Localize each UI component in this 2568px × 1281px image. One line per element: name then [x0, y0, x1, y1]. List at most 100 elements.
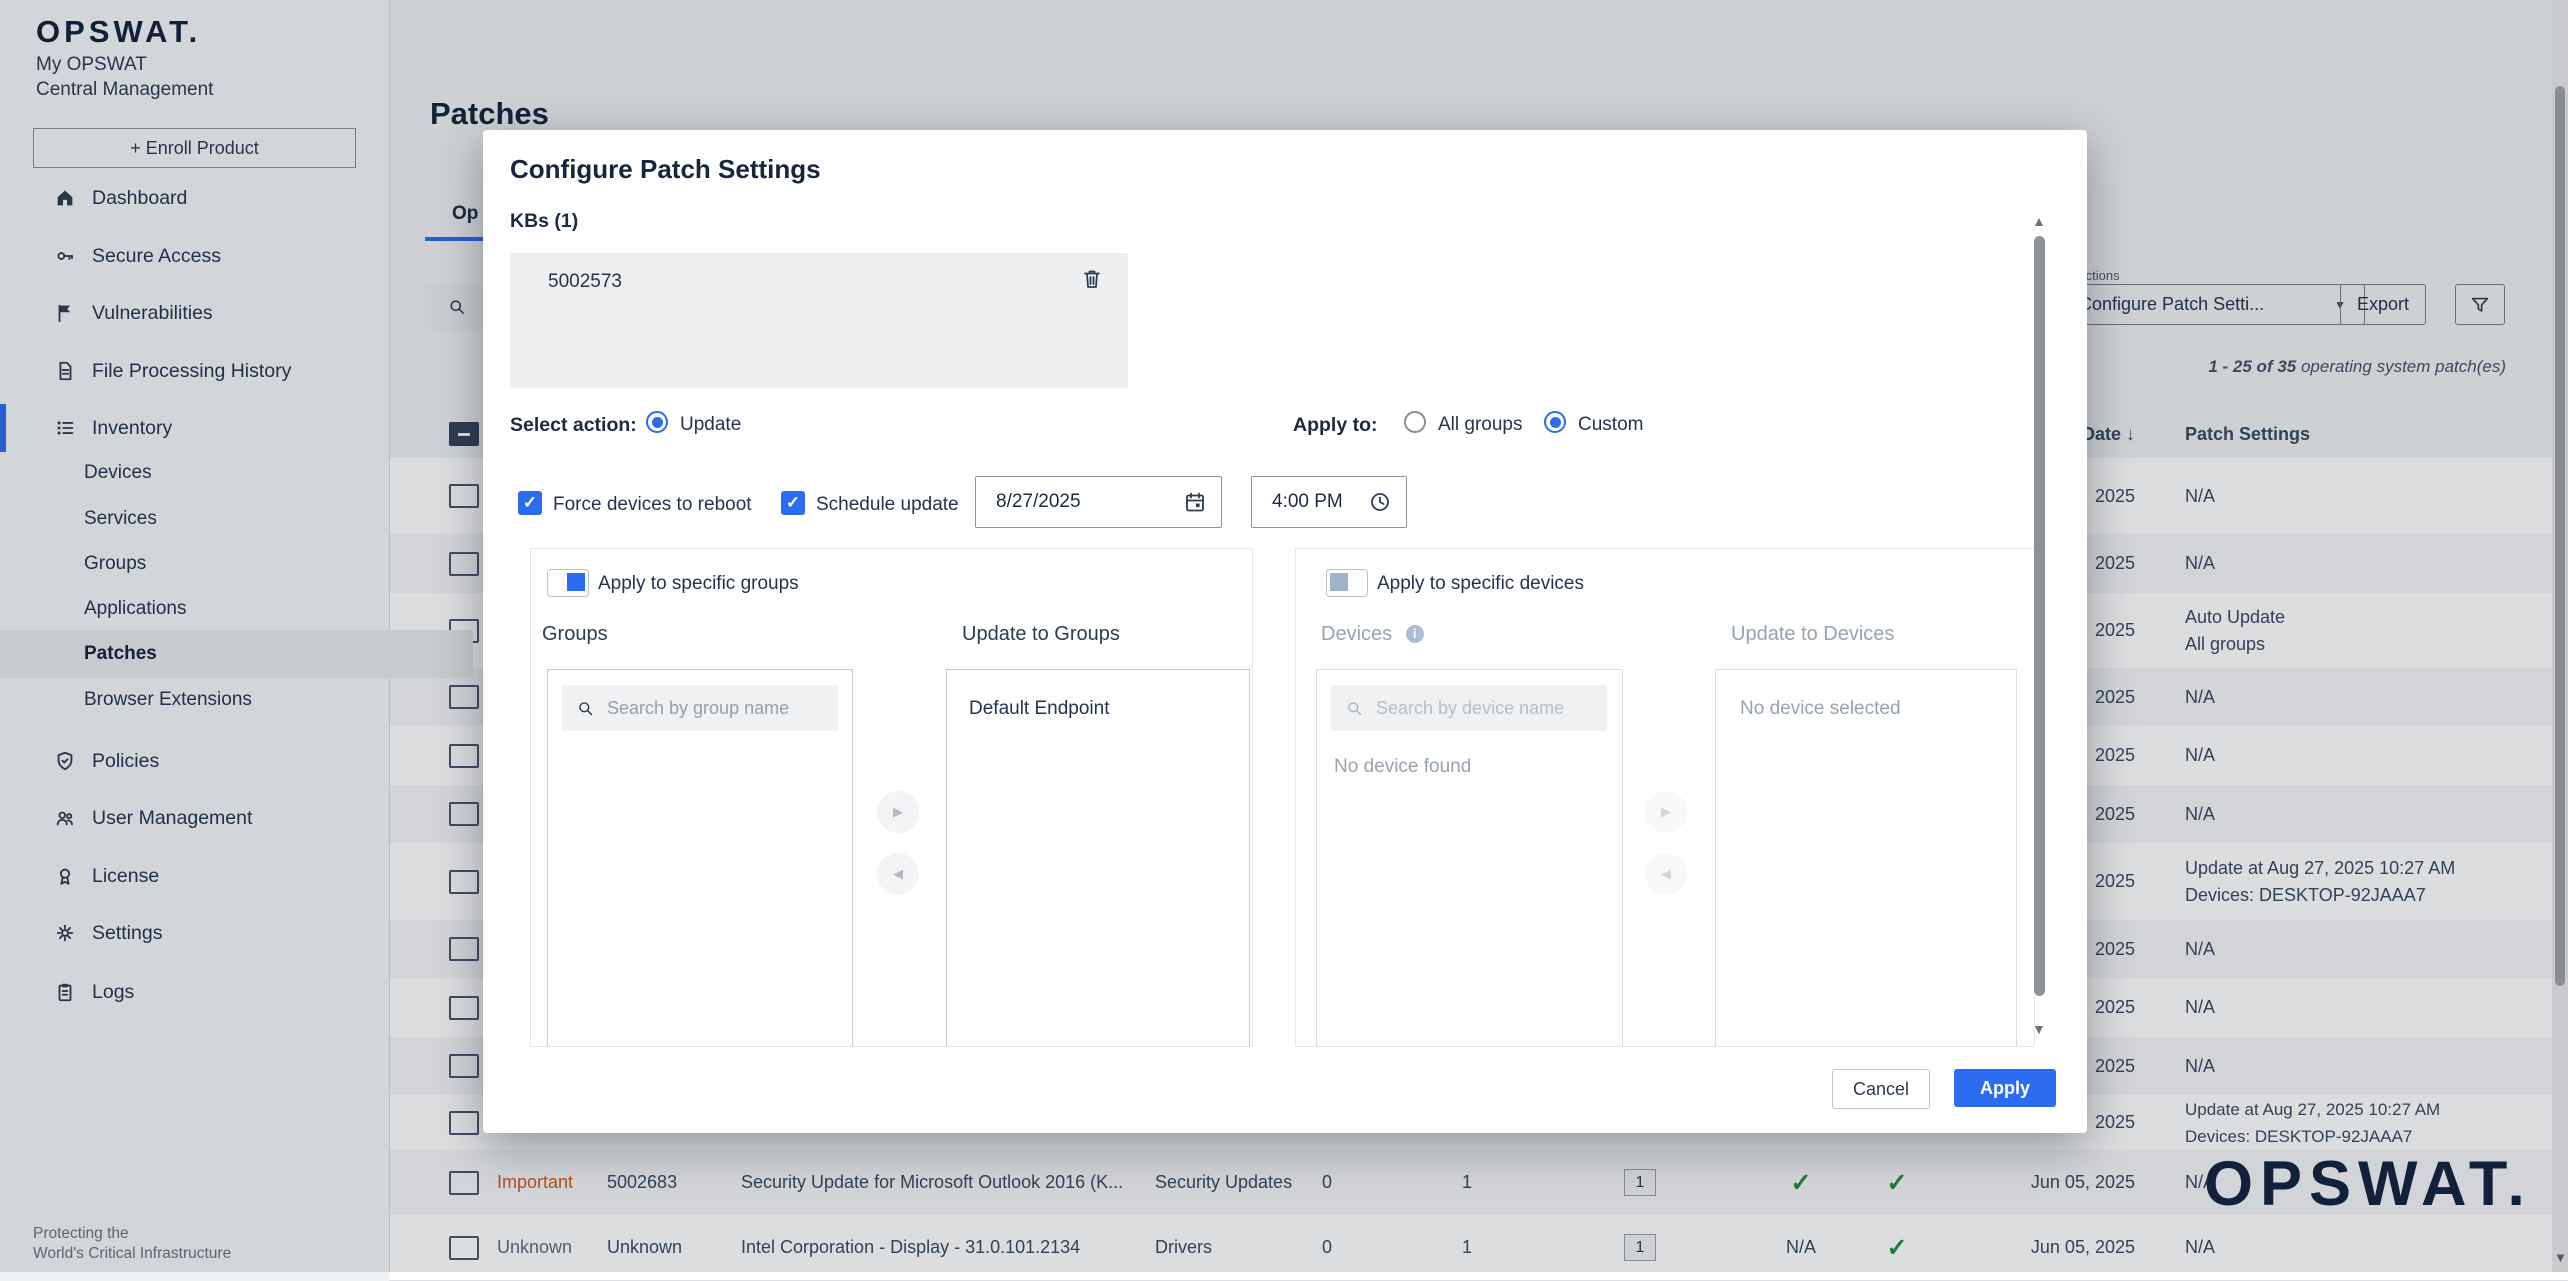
- sidebar-item-patches[interactable]: Patches: [0, 630, 473, 678]
- export-button[interactable]: Export: [2340, 284, 2426, 325]
- license-medal-icon: [59, 868, 71, 885]
- table-row[interactable]: Important 5002683 Security Update for Mi…: [389, 1150, 2568, 1216]
- clipboard-icon: [58, 983, 72, 1002]
- check-icon: ✓: [1886, 1168, 1908, 1197]
- tab-operating-system-patches[interactable]: Op: [452, 203, 479, 224]
- row-checkbox[interactable]: [449, 937, 479, 961]
- sidebar-item-devices[interactable]: Devices: [84, 462, 152, 483]
- sort-descending-icon: ↓: [2126, 423, 2135, 444]
- apply-specific-devices-label: Apply to specific devices: [1377, 573, 1584, 594]
- results-caption: 1 - 25 of 35 operating system patch(es): [2208, 357, 2506, 376]
- row-checkbox[interactable]: [449, 995, 479, 1020]
- check-icon: ✓: [1886, 1233, 1908, 1262]
- column-header-date[interactable]: Date ↓: [2081, 423, 2135, 444]
- row-checkbox[interactable]: [449, 743, 479, 768]
- sidebar-item-applications[interactable]: Applications: [84, 598, 187, 619]
- schedule-date-input[interactable]: 8/27/2025: [975, 476, 1222, 528]
- page-title: Patches: [430, 96, 549, 131]
- sidebar-item-logs[interactable]: Logs: [0, 968, 389, 1016]
- apply-button[interactable]: Apply: [1954, 1069, 2056, 1107]
- count-badge: 1: [1624, 1169, 1656, 1196]
- sidebar-item-secure-access[interactable]: Secure Access: [0, 232, 389, 280]
- groups-section: Apply to specific groups Groups Update t…: [530, 548, 1253, 1047]
- row-checkbox[interactable]: [449, 1170, 479, 1195]
- footer-tagline-line2: World's Critical Infrastructure: [33, 1245, 232, 1262]
- table-row[interactable]: Unknown Unknown Intel Corporation - Disp…: [389, 1215, 2568, 1281]
- move-group-right-button[interactable]: ▶: [877, 791, 919, 833]
- move-group-left-button[interactable]: ◀: [877, 853, 919, 895]
- row-checkbox[interactable]: [449, 1235, 479, 1260]
- force-reboot-checkbox[interactable]: ✓: [518, 491, 542, 515]
- move-device-right-button[interactable]: ▶: [1645, 791, 1687, 833]
- row-checkbox[interactable]: [449, 802, 479, 826]
- selected-group-item[interactable]: Default Endpoint: [969, 698, 1110, 719]
- radio-all-groups[interactable]: [1404, 411, 1426, 433]
- kb-value: 5002683: [607, 1172, 678, 1192]
- sidebar-item-file-processing-history[interactable]: File Processing History: [0, 347, 389, 395]
- modal-scroll-up-arrow[interactable]: ▲: [2032, 213, 2046, 229]
- filter-button[interactable]: [2455, 284, 2505, 325]
- configure-patch-settings-dialog: Configure Patch Settings KBs (1) 5002573…: [483, 130, 2087, 1133]
- select-all-checkbox[interactable]: [449, 422, 479, 446]
- devices-list-title: Devices i: [1321, 623, 1424, 646]
- move-device-left-button[interactable]: ◀: [1645, 853, 1687, 895]
- sidebar-item-dashboard[interactable]: Dashboard: [0, 174, 389, 222]
- sidebar-item-browser-extensions[interactable]: Browser Extensions: [84, 689, 252, 710]
- row-checkbox[interactable]: [449, 1110, 479, 1135]
- device-search-input[interactable]: [1374, 696, 1575, 720]
- row-checkbox[interactable]: [449, 685, 479, 709]
- sidebar-item-inventory[interactable]: Inventory: [0, 404, 389, 452]
- row-checkbox[interactable]: [449, 869, 479, 894]
- inventory-list-icon: [57, 421, 74, 435]
- modal-scroll-down-arrow[interactable]: ▼: [2032, 1021, 2046, 1037]
- page-scrollbar-thumb[interactable]: [2555, 86, 2565, 986]
- sidebar-item-label: Inventory: [92, 416, 173, 439]
- force-reboot-label: Force devices to reboot: [553, 494, 752, 515]
- group-search-input[interactable]: [605, 696, 806, 720]
- sidebar-item-label: Settings: [92, 921, 163, 944]
- sidebar-item-license[interactable]: License: [0, 852, 389, 900]
- radio-all-groups-label: All groups: [1438, 414, 1523, 435]
- schedule-time-input[interactable]: 4:00 PM: [1251, 476, 1407, 528]
- cancel-button[interactable]: Cancel: [1832, 1069, 1930, 1109]
- enroll-product-button[interactable]: + Enroll Product: [33, 128, 356, 168]
- delete-kb-icon[interactable]: [1080, 267, 1104, 291]
- footer-tagline-line1: Protecting the: [33, 1225, 129, 1242]
- na-value: N/A: [1785, 1237, 1816, 1257]
- actions-select-value: Configure Patch Setti...: [2079, 294, 2265, 314]
- apply-specific-devices-toggle[interactable]: [1326, 569, 1368, 597]
- category-value: Drivers: [1155, 1237, 1212, 1257]
- column-header-patch-settings[interactable]: Patch Settings: [2185, 423, 2311, 444]
- opswat-logo: OPSWAT.: [36, 14, 202, 49]
- sidebar-item-settings[interactable]: Settings: [0, 909, 389, 957]
- row-checkbox[interactable]: [449, 484, 479, 508]
- row-checkbox[interactable]: [449, 551, 479, 576]
- search-icon: [579, 701, 593, 715]
- sidebar-item-groups[interactable]: Groups: [84, 553, 147, 574]
- sidebar-item-label: User Management: [92, 806, 253, 829]
- groups-target-list[interactable]: Default Endpoint: [946, 669, 1250, 1046]
- sidebar-item-label: Logs: [92, 980, 135, 1003]
- search-icon: [1348, 701, 1362, 715]
- sidebar-item-services[interactable]: Services: [84, 508, 157, 529]
- radio-update[interactable]: [646, 411, 668, 433]
- page-scroll-down-arrow[interactable]: ▼: [2554, 1250, 2567, 1265]
- modal-scrollbar-thumb[interactable]: [2034, 236, 2045, 996]
- apply-specific-groups-toggle[interactable]: [547, 569, 589, 597]
- groups-source-list[interactable]: [547, 669, 853, 1046]
- info-icon: i: [1405, 624, 1424, 643]
- product-name: My OPSWAT: [36, 54, 147, 75]
- dialog-title: Configure Patch Settings: [510, 154, 821, 184]
- row-checkbox[interactable]: [449, 1054, 479, 1078]
- sidebar-item-user-management[interactable]: User Management: [0, 794, 389, 842]
- search-icon: [450, 299, 464, 314]
- schedule-update-checkbox[interactable]: ✓: [781, 491, 805, 515]
- severity-value: Important: [497, 1172, 574, 1192]
- schedule-update-label: Schedule update: [816, 494, 959, 515]
- radio-custom[interactable]: [1544, 411, 1566, 433]
- sidebar-item-label: License: [92, 864, 160, 887]
- sidebar-item-vulnerabilities[interactable]: Vulnerabilities: [0, 289, 389, 337]
- page-scrollbar[interactable]: ▼: [2552, 0, 2568, 1272]
- release-date: Jun 05, 2025: [2030, 1172, 2135, 1192]
- sidebar-item-policies[interactable]: Policies: [0, 737, 389, 785]
